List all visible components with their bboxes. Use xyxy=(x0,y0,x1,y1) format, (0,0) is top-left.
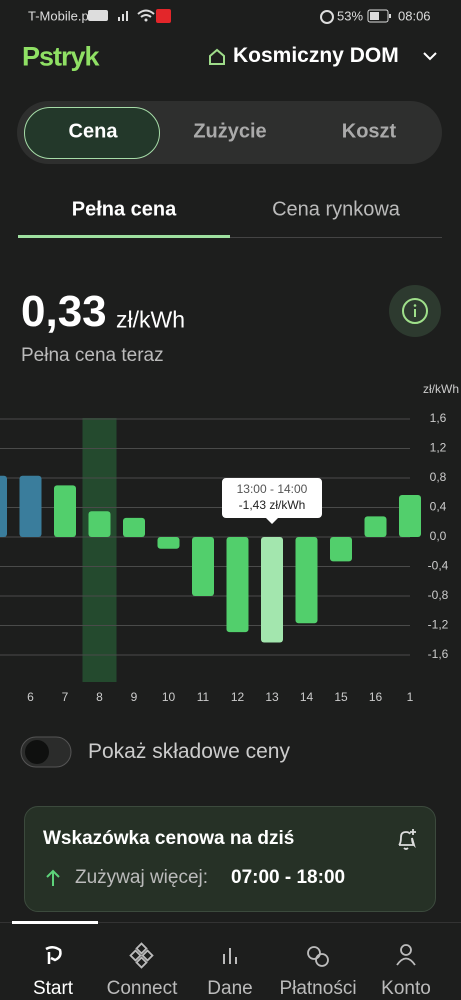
x-tick-label: 15 xyxy=(334,690,348,704)
y-tick-label: -0,4 xyxy=(428,559,449,573)
y-unit: zł/kWh xyxy=(423,382,459,396)
tooltip-value: -1,43 zł/kWh xyxy=(239,498,306,512)
tooltip-time: 13:00 - 14:00 xyxy=(237,482,308,496)
bar xyxy=(226,537,249,633)
bar xyxy=(261,537,283,643)
x-tick-label: 1 xyxy=(407,690,414,704)
tooltip-box xyxy=(222,478,322,524)
current-price: 0,33 xyxy=(21,287,107,336)
x-tick-label: 14 xyxy=(300,690,314,704)
bar xyxy=(399,494,421,537)
bar xyxy=(88,511,111,537)
alarm-icon xyxy=(320,10,334,24)
y-tick-label: -1,6 xyxy=(428,647,449,661)
x-tick-label: 9 xyxy=(131,690,138,704)
x-tick-label: 7 xyxy=(62,690,69,704)
info-button[interactable] xyxy=(389,285,441,337)
subtab[interactable]: Cena rynkowa xyxy=(272,198,400,221)
x-tick-label: 12 xyxy=(231,690,245,704)
tab[interactable]: Cena xyxy=(68,120,118,143)
y-tick-label: 0,4 xyxy=(430,500,447,514)
clock: 08:06 xyxy=(398,8,431,24)
bar xyxy=(192,537,214,596)
tip-hours: 07:00 - 18:00 xyxy=(231,867,346,888)
price-unit: zł/kWh xyxy=(116,306,185,333)
nav-indicator xyxy=(12,921,98,924)
tab[interactable]: Zużycie xyxy=(193,120,267,143)
x-tick-label: 11 xyxy=(197,690,210,704)
price-chart: zł/kWh 1,6 1,2 0,8 0,4 0,0 -0,4 -0,8 -1,2 -1,6 6 7 8… xyxy=(0,382,459,704)
tab[interactable]: Koszt xyxy=(341,120,397,143)
nav-item[interactable]: Płatności xyxy=(279,978,357,999)
x-tick-label: 8 xyxy=(96,690,103,704)
nav-item[interactable]: Konto xyxy=(381,978,431,999)
battery-icon xyxy=(367,9,391,23)
bar xyxy=(364,516,387,537)
bar xyxy=(0,475,7,537)
nav-item[interactable]: Dane xyxy=(207,978,253,999)
bar xyxy=(54,485,76,537)
home-selector[interactable]: Kosmiczny DOM xyxy=(233,44,399,67)
tip-card xyxy=(24,806,436,912)
x-tick-label: 6 xyxy=(27,690,34,704)
bar xyxy=(157,537,180,549)
bar xyxy=(295,537,318,624)
y-tick-label: -0,8 xyxy=(428,588,449,602)
subtab[interactable]: Pełna cena xyxy=(71,198,177,221)
current-hour-band xyxy=(82,418,117,682)
subtab-indicator xyxy=(18,235,230,238)
y-tick-label: -1,2 xyxy=(428,618,449,632)
y-tick-label: 1,2 xyxy=(430,441,447,455)
battery-level: 53% xyxy=(337,8,364,24)
bar xyxy=(330,537,352,562)
x-tick-label: 16 xyxy=(369,690,383,704)
home-icon xyxy=(209,48,225,65)
tip-label: Zużywaj więcej: xyxy=(75,867,209,888)
logo[interactable]: Pstryk xyxy=(22,41,100,72)
tip-title: Wskazówka cenowa na dziś xyxy=(43,828,295,849)
x-tick-label: 10 xyxy=(162,690,176,704)
y-tick-label: 0,8 xyxy=(430,470,447,484)
nav-item[interactable]: Connect xyxy=(106,978,178,999)
y-tick-label: 0,0 xyxy=(430,529,447,543)
toggle-switch[interactable] xyxy=(20,736,72,768)
status-icons xyxy=(88,9,171,23)
price-caption: Pełna cena teraz xyxy=(21,345,164,366)
carrier: T-Mobile.pl xyxy=(28,8,92,24)
bar xyxy=(19,475,42,537)
subtab-divider xyxy=(18,237,442,238)
nav-divider xyxy=(0,922,461,923)
x-tick-label: 13 xyxy=(265,690,279,704)
nav-item[interactable]: Start xyxy=(32,978,74,999)
nav-icons xyxy=(45,942,416,969)
chevron-down[interactable] xyxy=(421,49,439,63)
bar xyxy=(123,517,145,537)
active-tab-pill xyxy=(24,107,160,159)
bell-icon[interactable] xyxy=(395,827,419,853)
arrow-up xyxy=(46,869,60,886)
y-tick-label: 1,6 xyxy=(430,411,447,425)
toggle-label: Pokaż składowe ceny xyxy=(88,740,290,763)
